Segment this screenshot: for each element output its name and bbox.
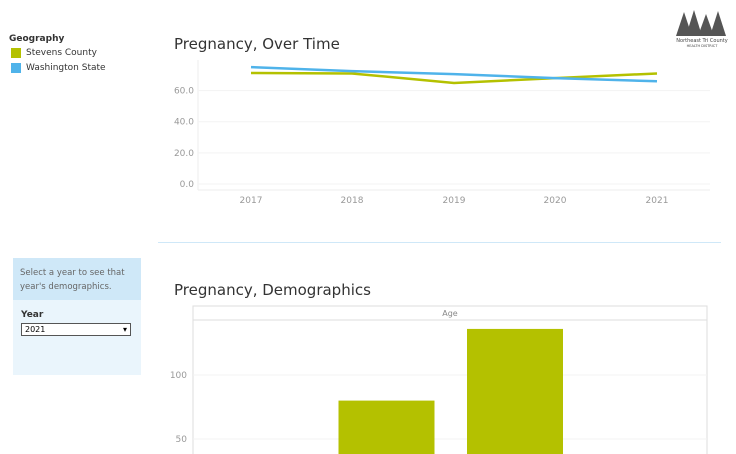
legend-label: Washington State [26, 63, 106, 73]
swatch-icon [11, 63, 21, 73]
facet-header [192, 305, 708, 321]
x-tick-label: 2019 [443, 196, 466, 206]
swatch-icon [11, 48, 21, 58]
legend-item-stevens[interactable]: Stevens County [11, 48, 97, 58]
y-tick-label: 100 [170, 371, 187, 381]
x-tick-label: 2020 [544, 196, 567, 206]
x-tick-label: 2018 [341, 196, 364, 206]
x-tick-label: 2021 [646, 196, 669, 206]
y-tick-label: 0.0 [180, 180, 195, 190]
y-tick-label: 20.0 [174, 149, 194, 159]
line-chart: 0.0 20.0 40.0 60.0 2017 2018 2019 2020 2021 [174, 60, 710, 206]
bar [338, 400, 435, 454]
bar-chart: Age 50 100 [170, 305, 708, 454]
x-tick-label: 2017 [240, 196, 263, 206]
svg-text:HEALTH DISTRICT: HEALTH DISTRICT [687, 44, 719, 48]
facet-header-label: Age [442, 309, 458, 318]
y-tick-label: 50 [176, 435, 188, 445]
svg-text:Northeast Tri County: Northeast Tri County [676, 38, 727, 44]
logo: Northeast Tri County HEALTH DISTRICT [672, 8, 732, 48]
legend-label: Stevens County [26, 48, 97, 58]
year-label: Year [21, 310, 44, 320]
divider [158, 242, 721, 243]
line-chart-title: Pregnancy, Over Time [174, 35, 340, 53]
bar [467, 328, 563, 454]
year-filter-panel: Select a year to see that year's demogra… [13, 258, 141, 375]
y-tick-label: 40.0 [174, 118, 194, 128]
y-tick-label: 60.0 [174, 87, 194, 97]
series-line-washington-state [250, 65, 658, 83]
series-line-stevens-county [250, 71, 658, 85]
dropdown-arrow-icon: ▾ [122, 325, 127, 334]
bar-chart-title: Pregnancy, Demographics [174, 281, 371, 299]
year-value: 2021 [25, 325, 46, 334]
year-select[interactable]: 2021 ▾ [21, 323, 131, 336]
filter-instruction: Select a year to see that year's demogra… [13, 258, 141, 300]
legend-item-washington[interactable]: Washington State [11, 63, 106, 73]
legend-title: Geography [9, 34, 65, 44]
